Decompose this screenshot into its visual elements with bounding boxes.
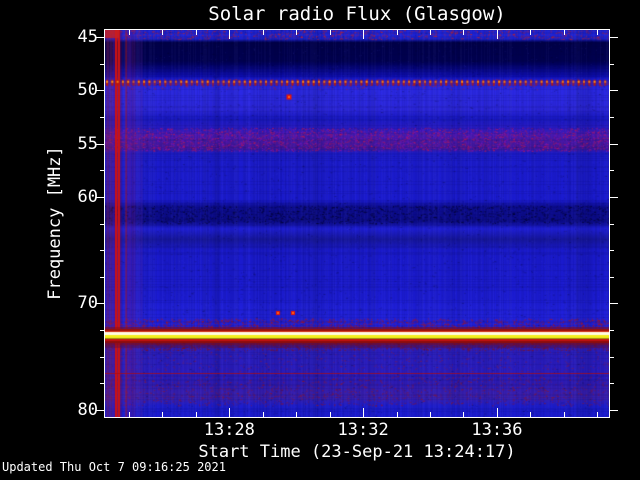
- y-tick-label: 70: [77, 293, 98, 314]
- x-tick: [564, 30, 565, 35]
- x-tick: [530, 30, 531, 35]
- x-tick-label: 13:32: [337, 420, 389, 440]
- chart-title: Solar radio Flux (Glasgow): [208, 3, 506, 25]
- x-tick: [129, 412, 130, 417]
- y-tick: [610, 357, 614, 358]
- x-tick: [497, 408, 498, 417]
- y-tick: [610, 303, 618, 304]
- y-tick-label: 60: [77, 186, 98, 207]
- y-tick: [100, 250, 104, 251]
- y-tick: [100, 64, 104, 65]
- x-tick: [296, 30, 297, 35]
- spectrogram-canvas: [105, 30, 609, 417]
- updated-timestamp: Updated Thu Oct 7 09:16:25 2021: [2, 460, 226, 474]
- y-tick: [96, 37, 104, 38]
- y-tick-label: 50: [77, 80, 98, 101]
- x-tick: [263, 412, 264, 417]
- x-tick: [162, 412, 163, 417]
- y-tick: [100, 330, 104, 331]
- x-tick: [363, 408, 364, 417]
- x-tick: [129, 30, 130, 35]
- y-tick: [610, 410, 618, 411]
- y-tick-label: 45: [77, 27, 98, 48]
- x-tick: [463, 30, 464, 35]
- x-tick: [296, 412, 297, 417]
- x-tick: [229, 408, 230, 417]
- y-tick: [610, 383, 614, 384]
- y-tick: [100, 383, 104, 384]
- y-tick: [610, 64, 614, 65]
- y-tick: [610, 224, 614, 225]
- plot-area: [104, 29, 610, 418]
- x-tick: [397, 412, 398, 417]
- y-tick: [96, 90, 104, 91]
- x-tick: [597, 412, 598, 417]
- y-tick: [610, 197, 618, 198]
- x-tick-label: 13:28: [203, 420, 255, 440]
- y-tick: [100, 357, 104, 358]
- y-tick: [610, 250, 614, 251]
- x-tick: [363, 30, 364, 39]
- x-tick: [330, 412, 331, 417]
- x-tick: [229, 30, 230, 39]
- y-tick-label: 80: [77, 399, 98, 420]
- x-axis-title: Start Time (23-Sep-21 13:24:17): [198, 442, 516, 462]
- y-tick: [100, 117, 104, 118]
- x-tick: [430, 412, 431, 417]
- x-tick: [397, 30, 398, 35]
- x-tick: [196, 30, 197, 35]
- x-tick-label: 13:36: [471, 420, 523, 440]
- y-tick: [610, 117, 614, 118]
- x-tick: [463, 412, 464, 417]
- y-tick: [610, 170, 614, 171]
- y-tick-label: 55: [77, 133, 98, 154]
- y-tick: [610, 277, 614, 278]
- x-tick: [597, 30, 598, 35]
- y-tick: [96, 197, 104, 198]
- y-tick: [610, 90, 618, 91]
- x-tick: [497, 30, 498, 39]
- y-tick: [100, 224, 104, 225]
- y-tick: [610, 330, 614, 331]
- x-tick: [162, 30, 163, 35]
- x-tick: [330, 30, 331, 35]
- y-tick: [100, 170, 104, 171]
- x-tick: [196, 412, 197, 417]
- y-tick: [610, 37, 618, 38]
- y-tick: [96, 410, 104, 411]
- y-tick: [100, 277, 104, 278]
- y-tick: [96, 144, 104, 145]
- x-tick: [564, 412, 565, 417]
- x-tick: [263, 30, 264, 35]
- y-tick: [96, 303, 104, 304]
- y-tick: [610, 144, 618, 145]
- x-tick: [430, 30, 431, 35]
- y-axis-title: Frequency [MHz]: [45, 146, 65, 300]
- x-tick: [530, 412, 531, 417]
